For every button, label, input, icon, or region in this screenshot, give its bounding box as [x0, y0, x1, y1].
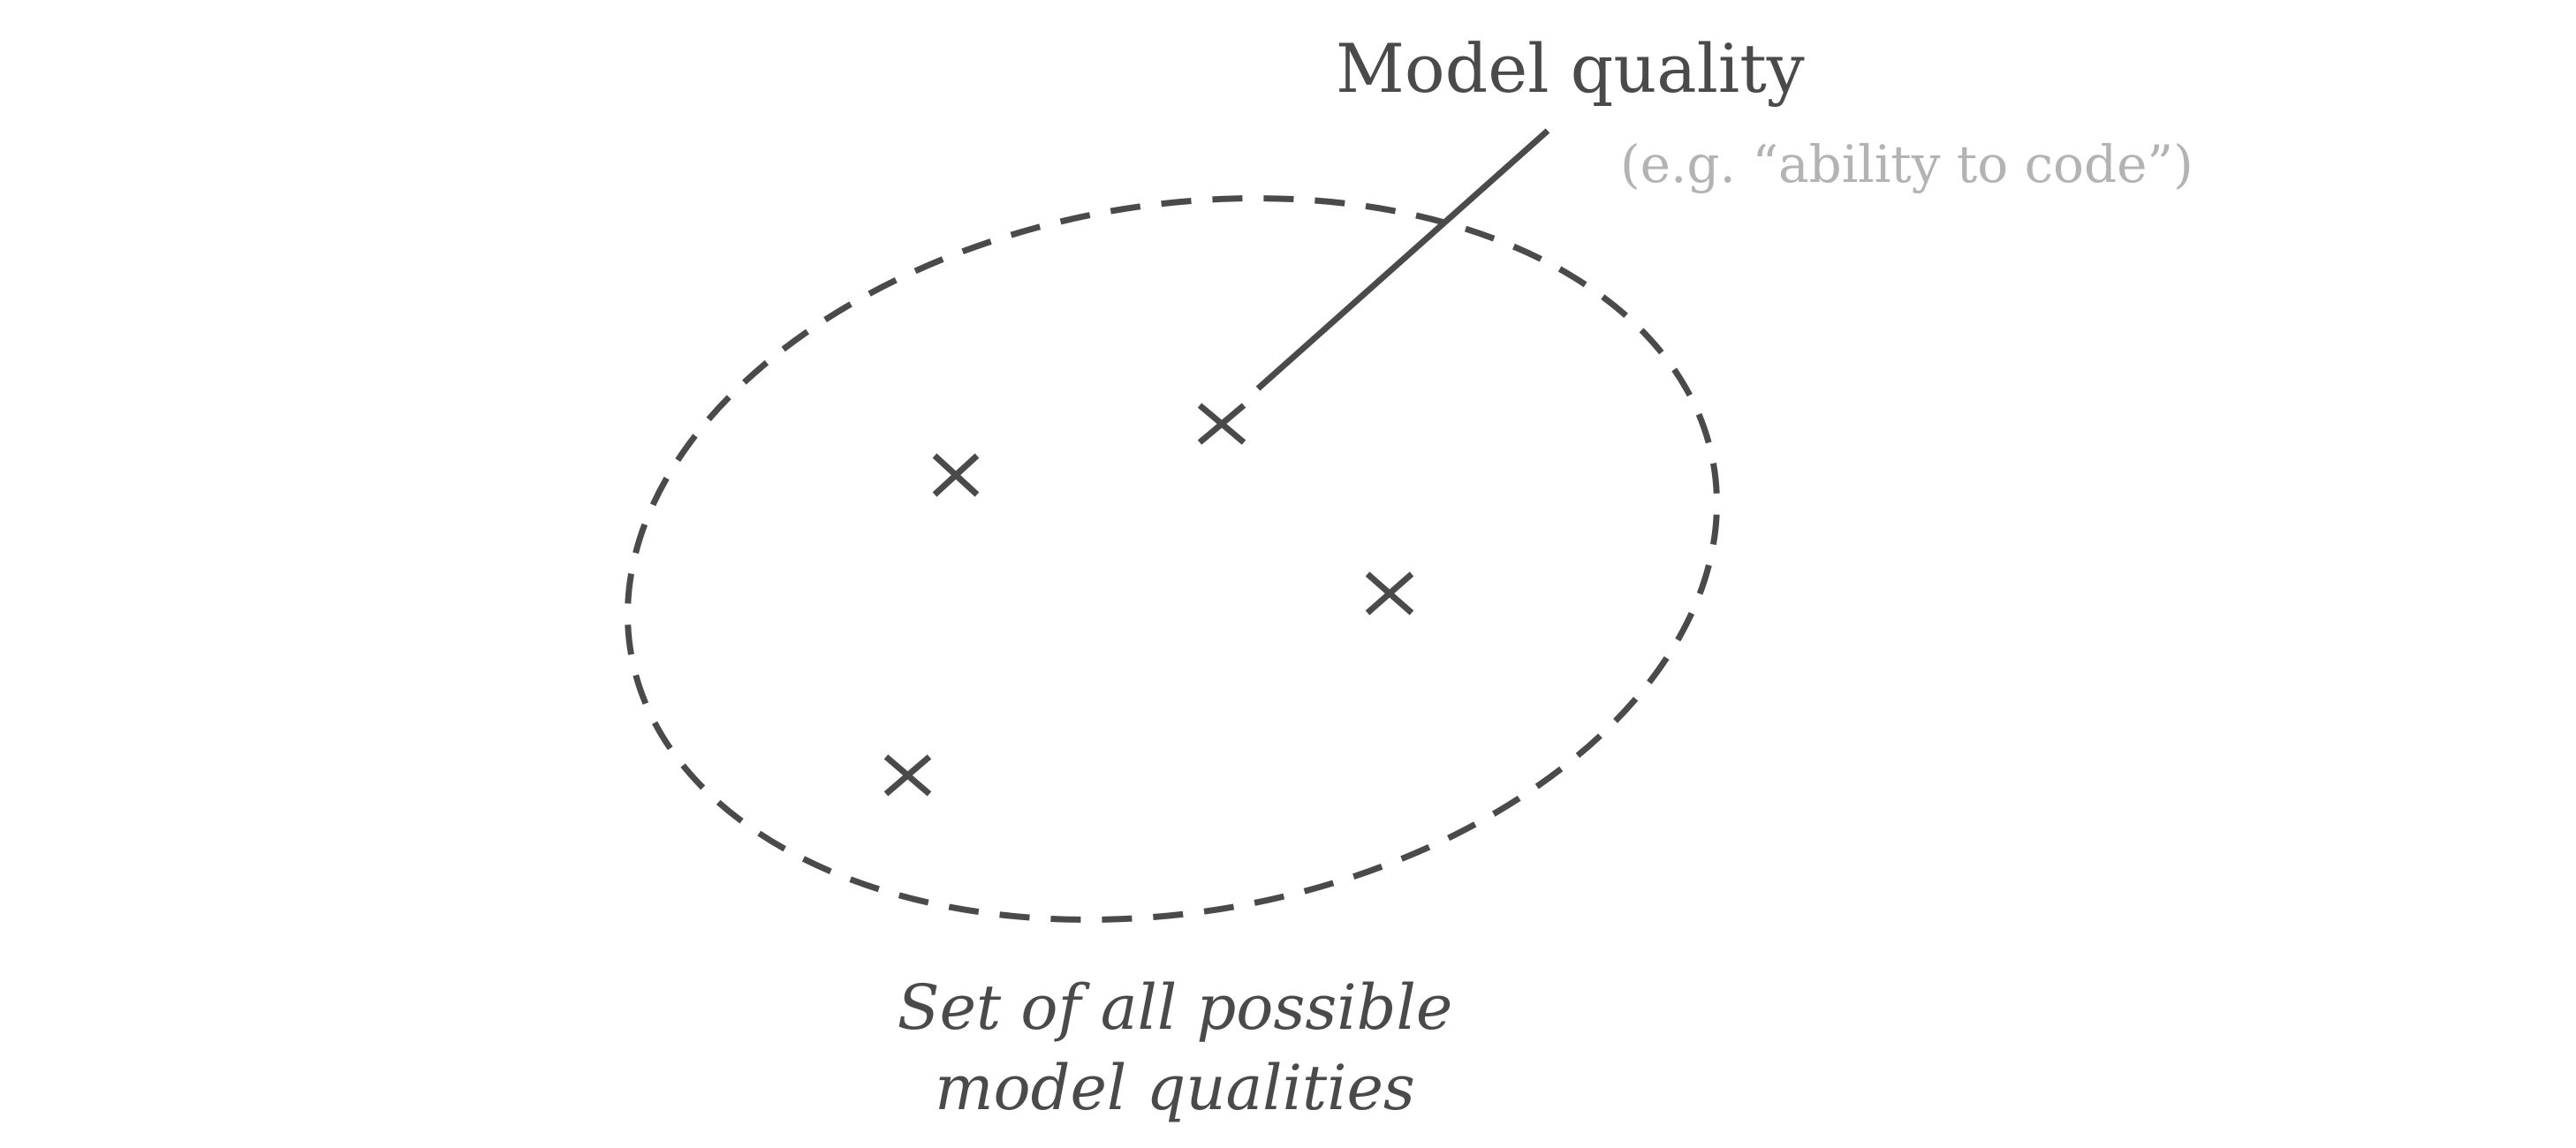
point-marker-1	[932, 453, 980, 497]
callout-leader-line	[1255, 128, 1550, 391]
point-marker-3	[1365, 571, 1414, 616]
set-caption-line-2: model qualities	[935, 1052, 1415, 1124]
point-marker-4	[883, 754, 932, 797]
callout-example: (e.g. “ability to code”)	[1620, 134, 2193, 194]
point-marker-highlighted	[1197, 403, 1246, 445]
qualities-set-ellipse	[625, 195, 1720, 923]
callout-title: Model quality	[1336, 29, 1805, 108]
set-caption-line-1: Set of all possible	[898, 971, 1453, 1044]
